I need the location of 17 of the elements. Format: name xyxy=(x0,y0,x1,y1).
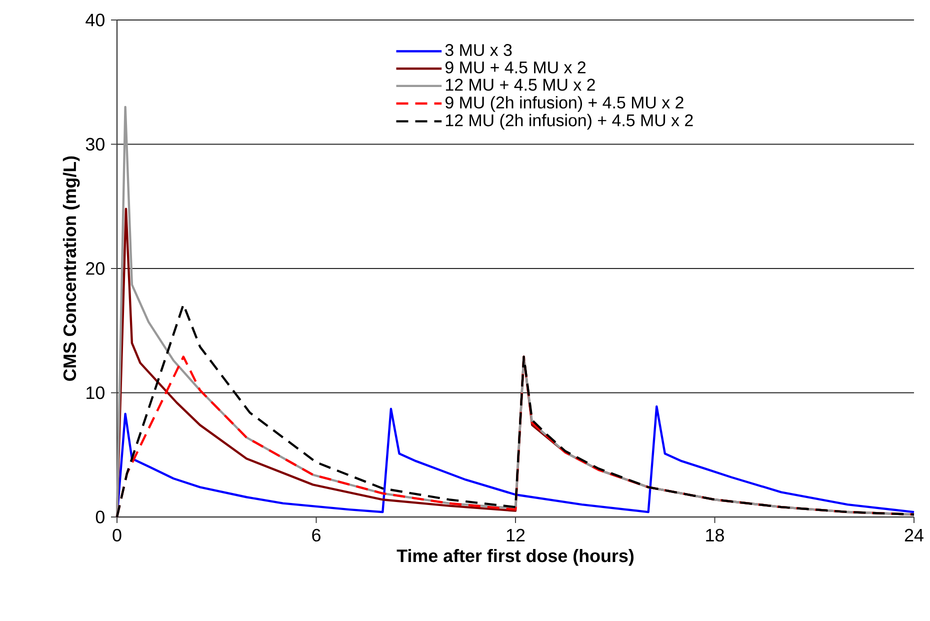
y-tick-label: 30 xyxy=(86,138,104,151)
y-tick-label: 0 xyxy=(96,510,104,524)
legend-label: 12 MU (2h infusion) + 4.5 MU x 2 xyxy=(446,114,693,130)
x-tick-label: 0 xyxy=(112,528,122,542)
x-axis-title: Time after first dose (hours) xyxy=(396,549,634,566)
y-tick-label: 10 xyxy=(86,386,104,400)
y-axis-title: CMS Concentration (mg/L) xyxy=(62,156,80,381)
x-tick-label: 6 xyxy=(312,528,320,542)
legend-label: 12 MU + 4.5 MU x 2 xyxy=(446,78,595,91)
x-tick-label: 24 xyxy=(904,528,924,542)
y-tick-label: 20 xyxy=(86,262,104,275)
legend-label: 3 MU x 3 xyxy=(445,44,512,56)
y-tick-label: 40 xyxy=(86,14,104,26)
legend-label: 9 MU + 4.5 MU x 2 xyxy=(445,61,586,74)
x-tick-label: 12 xyxy=(506,528,525,542)
x-tick-label: 18 xyxy=(706,528,724,542)
legend-label: 9 MU (2h infusion) + 4.5 MU x 2 xyxy=(445,96,684,112)
